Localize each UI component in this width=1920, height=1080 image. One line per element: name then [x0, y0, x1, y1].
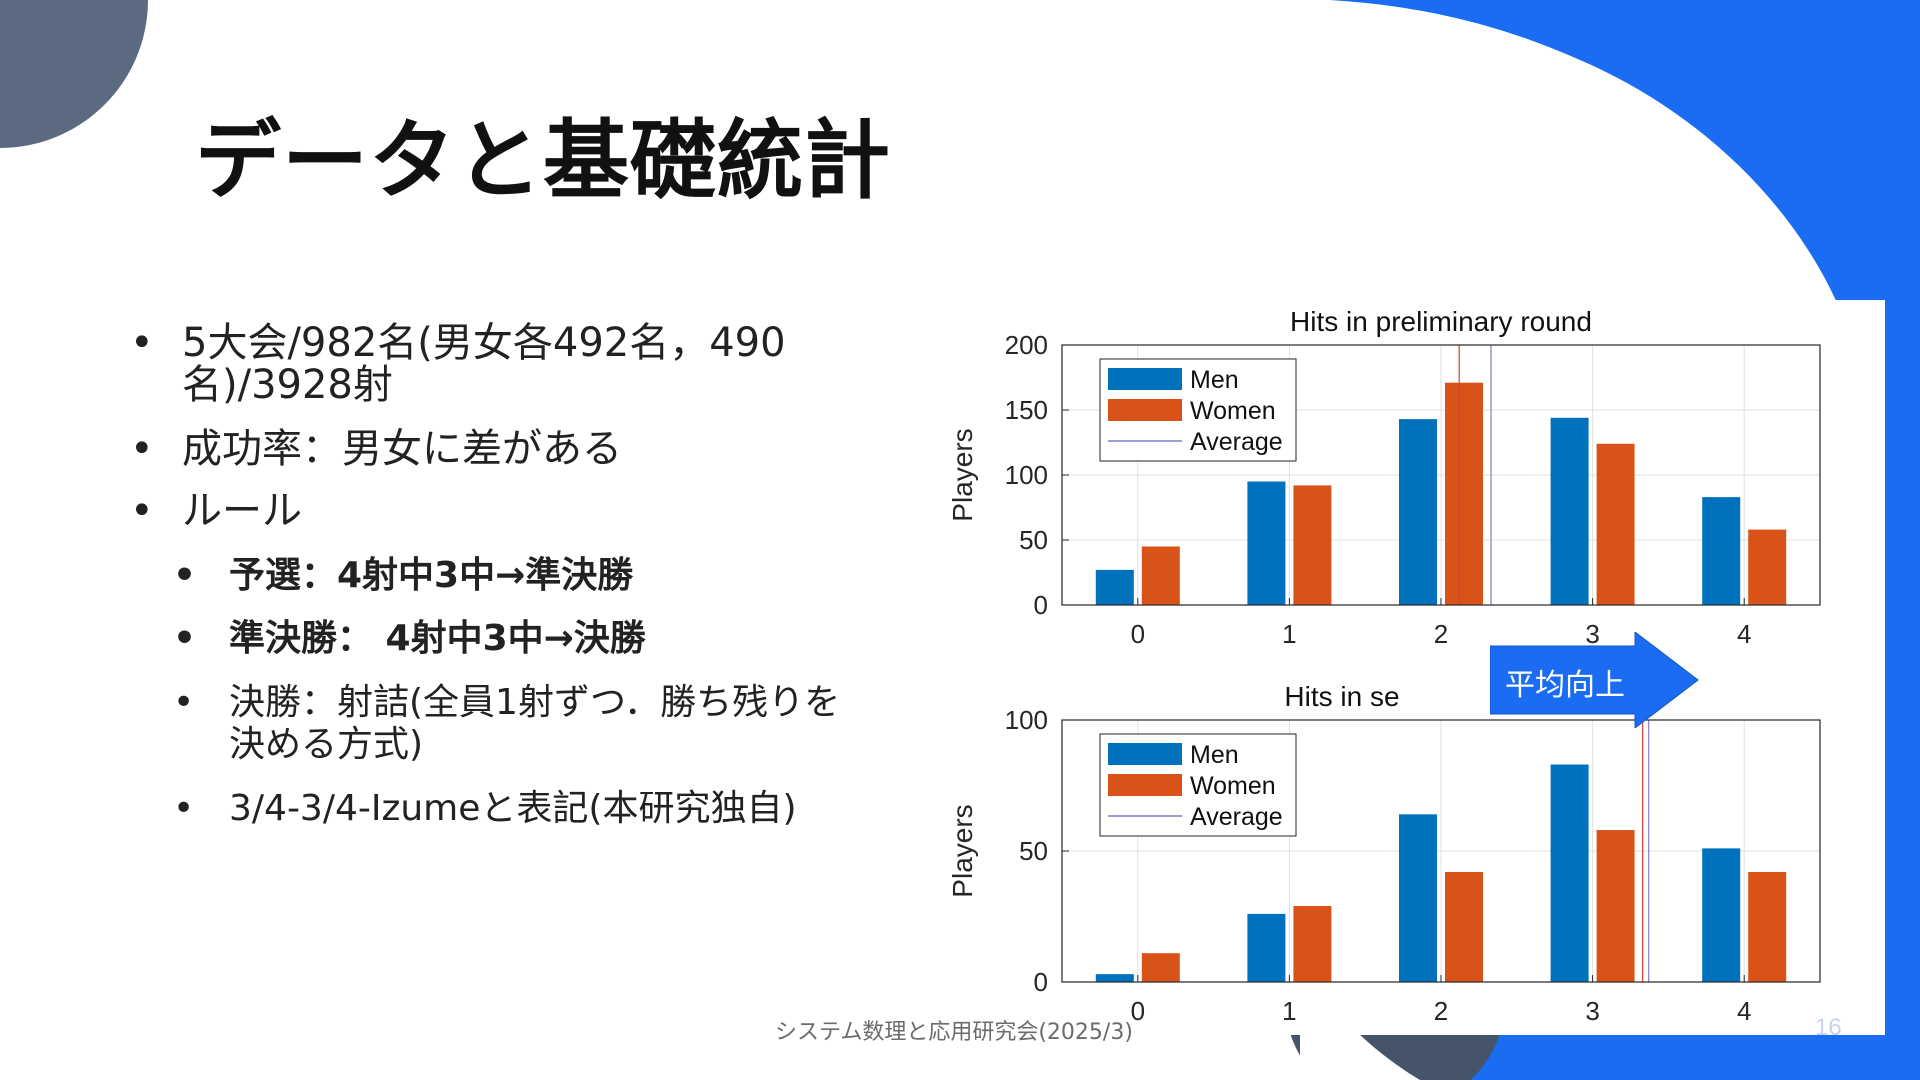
bullet-item: 予選：4射中3中→準決勝 — [173, 555, 889, 597]
bar-women — [1445, 871, 1483, 982]
bar-men — [1247, 913, 1286, 982]
bar-men — [1702, 497, 1741, 605]
y-tick-label: 200 — [1005, 330, 1048, 360]
x-tick-label: 3 — [1585, 996, 1599, 1026]
bullet-item: 決勝：射詰(全員1射ずつ．勝ち残りを決める方式) — [173, 682, 849, 766]
legend-label: Average — [1190, 428, 1283, 456]
bar-men — [1095, 569, 1134, 605]
x-tick-label: 2 — [1434, 619, 1448, 649]
bullet-item: 準決勝： 4射中3中→決勝 — [173, 618, 889, 660]
white-bottom-curve-decoration — [1300, 960, 1420, 1080]
x-tick-label: 4 — [1737, 619, 1751, 649]
y-tick-label: 100 — [1005, 705, 1048, 735]
bar-men — [1399, 814, 1437, 982]
bullet-item: 3/4-3/4-Izumeと表記(本研究独自) — [173, 788, 849, 830]
legend-swatch-women — [1108, 774, 1182, 796]
x-tick-label: 4 — [1737, 996, 1751, 1026]
legend-label: Men — [1190, 741, 1239, 769]
slide-title: データと基礎統計 — [195, 111, 891, 211]
y-tick-label: 50 — [1019, 525, 1048, 555]
bar-women — [1748, 871, 1787, 982]
y-axis-label: Players — [947, 804, 978, 897]
callout-label: 平均向上 — [1505, 668, 1625, 703]
corner-circle-decoration — [0, 0, 148, 148]
bar-men — [1550, 417, 1589, 605]
callout-arrow — [1490, 632, 1699, 728]
charts-panel: 0 1 2 3 4 0 50 100 150 200 Hits in preliminary rou… — [940, 300, 1885, 1035]
legend-label: Women — [1190, 772, 1276, 800]
x-tick-label: 1 — [1282, 619, 1296, 649]
legend-label: Women — [1190, 397, 1276, 425]
legend-label: Average — [1190, 803, 1283, 831]
y-tick-label: 0 — [1034, 967, 1048, 997]
y-tick-label: 0 — [1034, 590, 1048, 620]
page-number: 16 — [1815, 1014, 1842, 1041]
y-tick-label: 150 — [1005, 395, 1048, 425]
bar-men — [1550, 764, 1589, 982]
x-tick-label: 0 — [1131, 619, 1145, 649]
x-tick-label: 1 — [1282, 996, 1296, 1026]
bar-women — [1596, 443, 1635, 605]
legend-label: Men — [1190, 366, 1239, 394]
bar-men — [1399, 419, 1437, 605]
y-axis-label: Players — [947, 428, 978, 521]
bullet-item: 5大会/982名(男女各492名，490名)/3928射 — [130, 322, 862, 406]
x-tick-label: 2 — [1434, 996, 1448, 1026]
chart-title: Hits in preliminary round — [1290, 306, 1592, 337]
bar-women — [1141, 546, 1180, 605]
bar-women — [1748, 529, 1787, 605]
footer-text: システム数理と応用研究会(2025/3) — [775, 1020, 1133, 1045]
legend-swatch-men — [1108, 743, 1182, 765]
bar-women — [1445, 382, 1483, 605]
bullet-item: 成功率：男女に差がある — [130, 428, 862, 470]
chart-title: Hits in se — [1284, 681, 1399, 712]
bar-women — [1596, 830, 1635, 982]
x-tick-label: 0 — [1131, 996, 1145, 1026]
legend-swatch-men — [1108, 368, 1182, 390]
bar-women — [1293, 906, 1332, 982]
legend-swatch-women — [1108, 399, 1182, 421]
bar-men — [1702, 848, 1741, 982]
x-tick-label: 3 — [1585, 619, 1599, 649]
y-tick-label: 50 — [1019, 836, 1048, 866]
bar-men — [1095, 974, 1134, 982]
bullet-item: ルール — [130, 490, 862, 532]
y-tick-label: 100 — [1005, 460, 1048, 490]
bar-women — [1293, 485, 1332, 605]
bar-women — [1141, 953, 1180, 982]
bar-men — [1247, 481, 1286, 605]
